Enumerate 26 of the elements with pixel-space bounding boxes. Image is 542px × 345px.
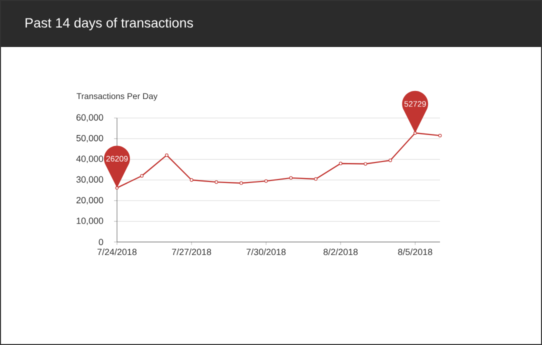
y-axis-title: Transactions Per Day xyxy=(76,92,158,101)
x-tick-label: 7/30/2018 xyxy=(246,248,286,256)
point xyxy=(289,176,293,180)
y-tick-label: 60,000 xyxy=(76,114,104,122)
x-tick-label: 8/2/2018 xyxy=(324,248,358,256)
x-tick-label: 7/24/2018 xyxy=(98,248,137,256)
y-tick-label: 40,000 xyxy=(76,156,104,164)
point xyxy=(165,154,168,157)
point xyxy=(264,179,268,183)
x-tick-label: 7/27/2018 xyxy=(172,248,212,256)
point xyxy=(388,158,392,162)
chart-title: Past 14 days of transactions xyxy=(26,18,193,30)
y-tick-label: 20,000 xyxy=(76,196,104,204)
point xyxy=(364,162,368,166)
point xyxy=(240,181,243,185)
y-tick-label: 30,000 xyxy=(76,176,104,184)
y-tick-label: 10,000 xyxy=(76,218,104,226)
point xyxy=(438,134,442,138)
point xyxy=(314,177,318,181)
y-tick-label: 0 xyxy=(98,238,104,246)
point xyxy=(338,162,342,166)
point xyxy=(140,174,144,178)
point xyxy=(190,178,194,182)
y-tick-label: 50,000 xyxy=(76,134,104,142)
point xyxy=(214,180,218,184)
x-tick-label: 8/5/2018 xyxy=(398,248,432,256)
